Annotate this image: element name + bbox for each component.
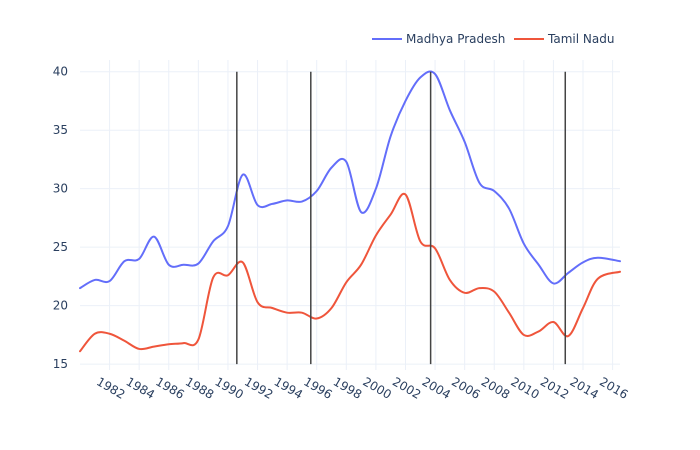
y-tick-label: 25 [53,240,68,254]
y-tick-label: 15 [53,357,68,371]
x-tick-label: 1986 [153,374,186,401]
x-tick-label: 1988 [183,374,216,401]
x-tick-labels: 1982198419861988199019921994199619982000… [94,374,630,401]
y-tick-label: 40 [53,65,68,79]
x-tick-label: 2016 [597,374,630,401]
x-tick-label: 1992 [242,374,275,401]
x-tick-label: 2008 [479,374,512,401]
legend-label-madhya-pradesh: Madhya Pradesh [406,32,505,46]
x-tick-label: 1984 [124,374,157,401]
legend-item-tamil-nadu[interactable]: Tamil Nadu [514,32,614,46]
y-tick-labels: 15 20 25 30 35 40 [53,65,68,371]
x-tick-label: 2000 [360,374,393,401]
vertical-lines-layer [236,71,567,365]
x-tick-label: 1990 [212,374,245,401]
x-tick-label: 2002 [390,374,423,401]
x-gridlines [109,60,614,370]
legend-item-madhya-pradesh[interactable]: Madhya Pradesh [372,32,505,46]
series-line-tamil-nadu[interactable] [79,192,621,353]
y-tick-label: 30 [53,182,68,196]
y-gridlines [80,71,620,365]
legend[interactable]: Madhya Pradesh Tamil Nadu [372,32,614,46]
x-tick-label: 1982 [94,374,127,401]
x-tick-label: 2012 [538,374,571,401]
y-tick-label: 35 [53,123,68,137]
y-tick-label: 20 [53,299,68,313]
x-tick-label: 2006 [449,374,482,401]
series-line-madhya-pradesh[interactable] [79,70,621,290]
x-tick-label: 2004 [420,374,453,401]
series-layer [79,70,621,353]
x-tick-label: 1998 [331,374,364,401]
x-tick-label: 2014 [568,374,601,401]
x-tick-label: 2010 [508,374,541,401]
plot-background [80,60,620,370]
legend-label-tamil-nadu: Tamil Nadu [547,32,614,46]
x-tick-label: 1996 [301,374,334,401]
x-tick-label: 1994 [272,374,305,401]
